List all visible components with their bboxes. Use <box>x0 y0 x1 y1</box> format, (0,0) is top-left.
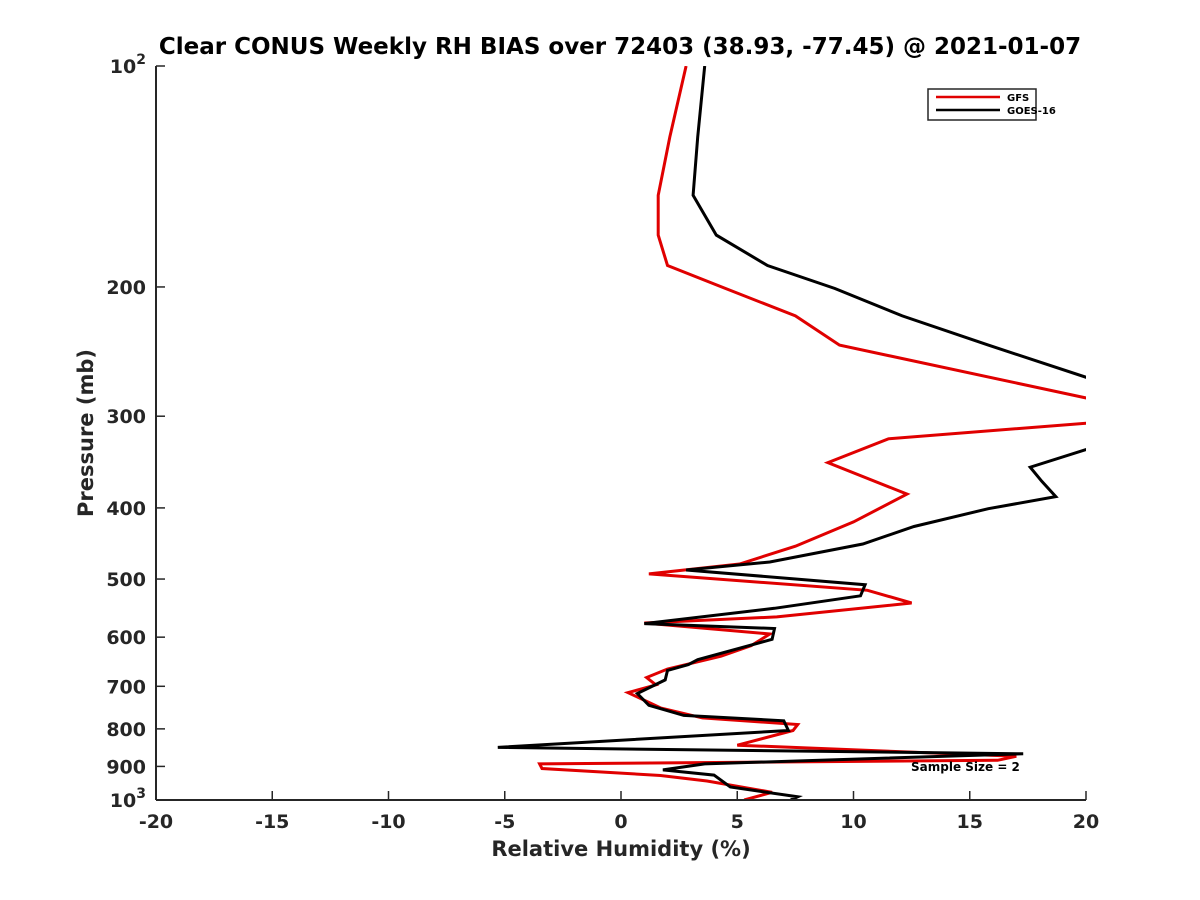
x-tick-label: 15 <box>957 811 983 833</box>
y-tick-label: 103 <box>110 786 146 812</box>
x-tick-label: -5 <box>494 811 515 833</box>
y-tick-label: 102 <box>110 52 146 78</box>
x-tick-label: -15 <box>255 811 289 833</box>
y-tick-label: 700 <box>106 676 146 698</box>
legend-label-gfs: GFS <box>1007 93 1029 104</box>
x-tick-label: 5 <box>731 811 744 833</box>
chart-title: Clear CONUS Weekly RH BIAS over 72403 (3… <box>159 34 1081 60</box>
x-tick-label: -20 <box>139 811 173 833</box>
x-tick-label: 10 <box>840 811 866 833</box>
x-ticks: -20 -15 -10 -5 0 5 10 15 20 <box>139 791 1099 833</box>
y-tick-label: 400 <box>106 498 146 520</box>
sample-size-annotation: Sample Size = 2 <box>911 760 1020 774</box>
x-tick-label: 0 <box>614 811 627 833</box>
legend-label-goes16: GOES-16 <box>1007 106 1056 117</box>
x-tick-label: -10 <box>371 811 405 833</box>
y-tick-label: 200 <box>106 277 146 299</box>
y-tick-label: 900 <box>106 756 146 778</box>
legend-box <box>927 88 1037 121</box>
y-tick-label: 800 <box>106 719 146 741</box>
legend: GFS GOES-16 <box>927 88 1056 121</box>
y-ticks: 102 200 300 400 500 600 700 800 900 103 <box>106 52 165 812</box>
x-axis-label: Relative Humidity (%) <box>491 837 750 861</box>
y-tick-label: 500 <box>106 569 146 591</box>
y-tick-label: 600 <box>106 627 146 649</box>
x-tick-label: 20 <box>1073 811 1099 833</box>
series-line-goes16 <box>497 66 1086 800</box>
y-axis-label: Pressure (mb) <box>74 349 98 517</box>
y-tick-label: 300 <box>106 406 146 428</box>
series-layer <box>497 66 1086 800</box>
